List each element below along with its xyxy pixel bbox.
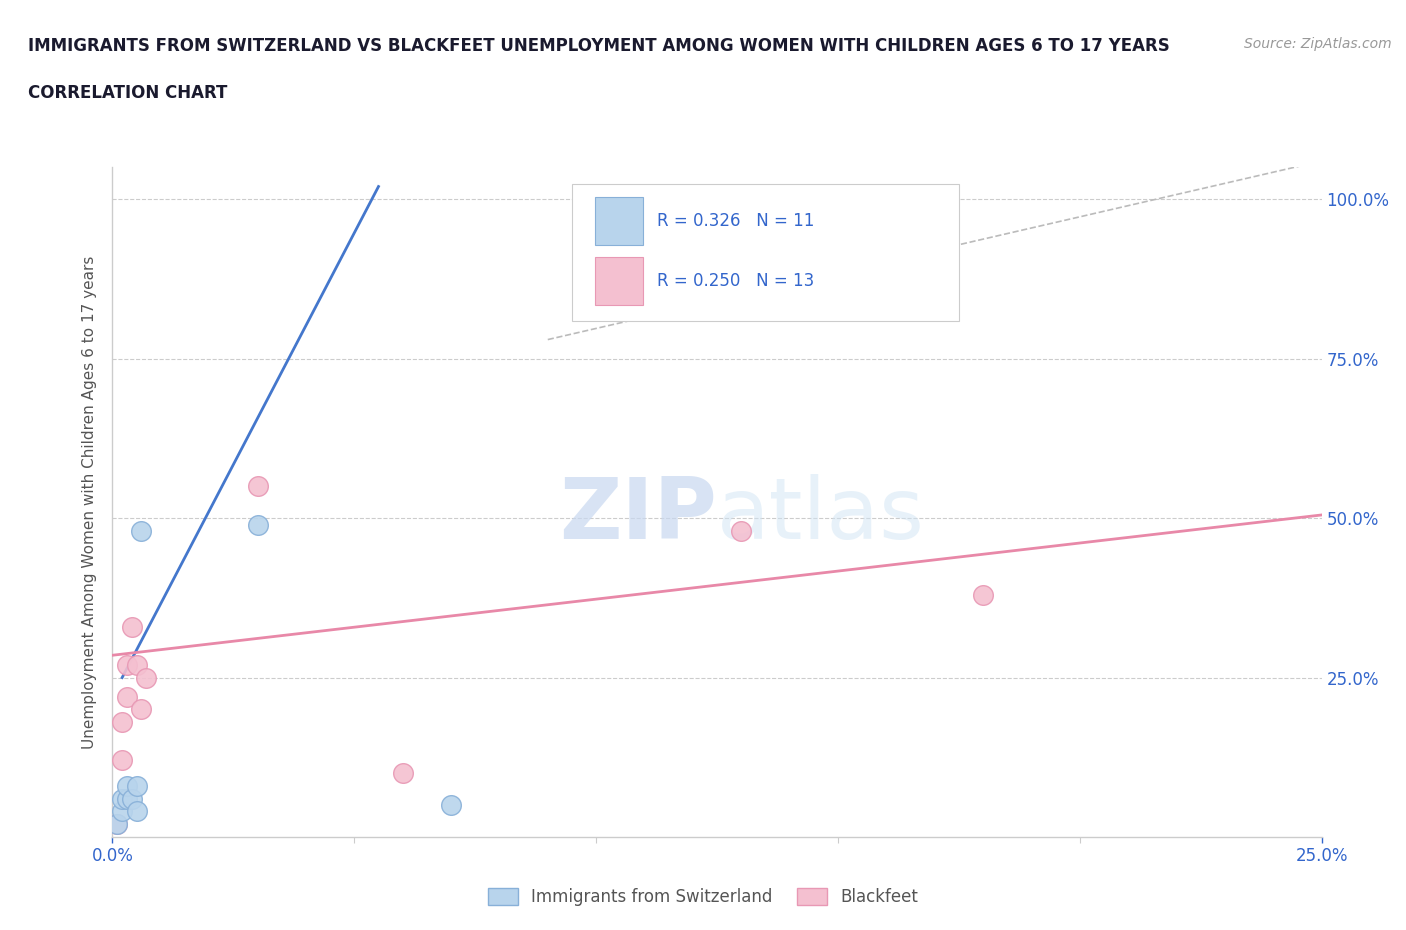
Point	[115, 778, 138, 793]
Text: R = 0.250   N = 13: R = 0.250 N = 13	[657, 272, 814, 290]
Point	[246, 479, 269, 494]
Point	[125, 658, 148, 672]
Text: R = 0.326   N = 11: R = 0.326 N = 11	[657, 212, 814, 230]
Point	[135, 671, 157, 685]
Point	[730, 524, 752, 538]
Point	[115, 791, 138, 806]
Text: Source: ZipAtlas.com: Source: ZipAtlas.com	[1244, 37, 1392, 51]
Text: CORRELATION CHART: CORRELATION CHART	[28, 84, 228, 101]
Point	[125, 778, 148, 793]
Point	[115, 658, 138, 672]
Point	[111, 715, 134, 730]
Point	[131, 702, 153, 717]
FancyBboxPatch shape	[595, 257, 644, 305]
Point	[131, 524, 153, 538]
Point	[111, 804, 134, 819]
Point	[246, 517, 269, 532]
Text: ZIP: ZIP	[560, 474, 717, 557]
Point	[105, 817, 128, 831]
Text: atlas: atlas	[717, 474, 925, 557]
Point	[111, 791, 134, 806]
Point	[115, 689, 138, 704]
Y-axis label: Unemployment Among Women with Children Ages 6 to 17 years: Unemployment Among Women with Children A…	[82, 256, 97, 749]
Point	[391, 765, 413, 780]
Text: IMMIGRANTS FROM SWITZERLAND VS BLACKFEET UNEMPLOYMENT AMONG WOMEN WITH CHILDREN : IMMIGRANTS FROM SWITZERLAND VS BLACKFEET…	[28, 37, 1170, 55]
Point	[125, 804, 148, 819]
Point	[972, 587, 994, 602]
Point	[105, 817, 128, 831]
FancyBboxPatch shape	[572, 184, 959, 322]
Point	[111, 753, 134, 768]
Point	[121, 619, 143, 634]
Point	[121, 791, 143, 806]
FancyBboxPatch shape	[595, 197, 644, 246]
Point	[440, 798, 463, 813]
Legend: Immigrants from Switzerland, Blackfeet: Immigrants from Switzerland, Blackfeet	[481, 881, 925, 912]
